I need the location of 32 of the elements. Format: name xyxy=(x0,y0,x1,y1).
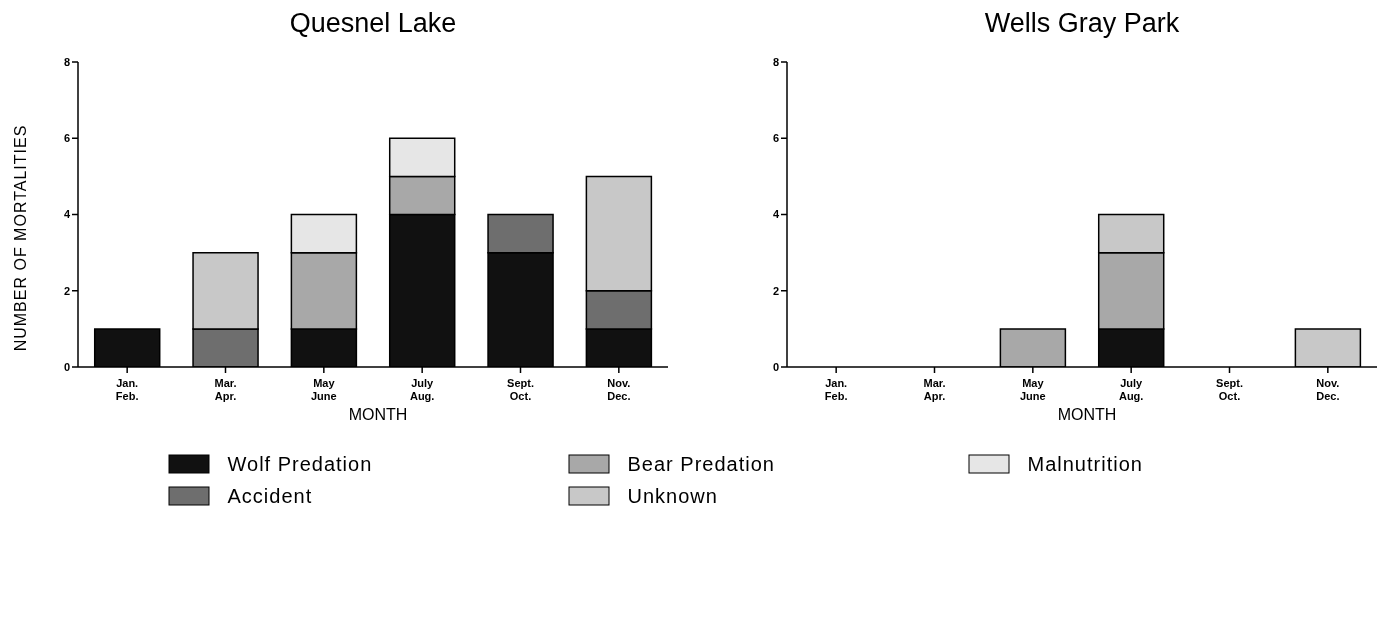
chart-title: Wells Gray Park xyxy=(983,8,1181,40)
x-tick-label: Mar. Apr. xyxy=(923,377,946,402)
x-tick-label: May June xyxy=(310,377,337,402)
y-tick-label: 2 xyxy=(63,284,70,297)
y-tick-label: 8 xyxy=(63,55,70,68)
y-tick-label: 0 xyxy=(63,360,70,373)
x-tick-label: Jan. Feb. xyxy=(115,377,139,402)
x-tick-label: Jan. Feb. xyxy=(824,377,848,402)
legend-label: Malnutrition xyxy=(1026,451,1144,477)
x-tick-label: Sept. Oct. xyxy=(1216,377,1243,402)
x-tick-label: July Aug. xyxy=(1118,377,1144,402)
y-tick-label: 2 xyxy=(772,284,779,297)
y-tick-label: 6 xyxy=(772,132,779,145)
x-tick-label: Sept. Oct. xyxy=(507,377,534,402)
y-tick-label: 6 xyxy=(63,132,70,145)
x-tick-label: May June xyxy=(1019,377,1046,402)
legend-label: Bear Predation xyxy=(626,451,776,477)
x-axis-title: MONTH xyxy=(347,406,409,424)
y-tick-label: 4 xyxy=(772,208,780,221)
x-tick-label: Nov. Dec. xyxy=(607,377,631,402)
x-axis-title: MONTH xyxy=(1056,406,1118,424)
y-tick-label: 8 xyxy=(772,55,779,68)
chart-title: Quesnel Lake xyxy=(288,8,458,40)
legend-label: Unknown xyxy=(626,483,719,509)
y-tick-label: 4 xyxy=(63,208,71,221)
x-tick-label: Nov. Dec. xyxy=(1316,377,1340,402)
legend-label: Wolf Predation xyxy=(226,451,374,477)
x-tick-label: Mar. Apr. xyxy=(214,377,237,402)
legend-label: Accident xyxy=(226,483,314,509)
x-tick-label: July Aug. xyxy=(409,377,435,402)
y-tick-label: 0 xyxy=(772,360,779,373)
y-axis-title: NUMBER OF MORTALITIES xyxy=(12,124,30,352)
